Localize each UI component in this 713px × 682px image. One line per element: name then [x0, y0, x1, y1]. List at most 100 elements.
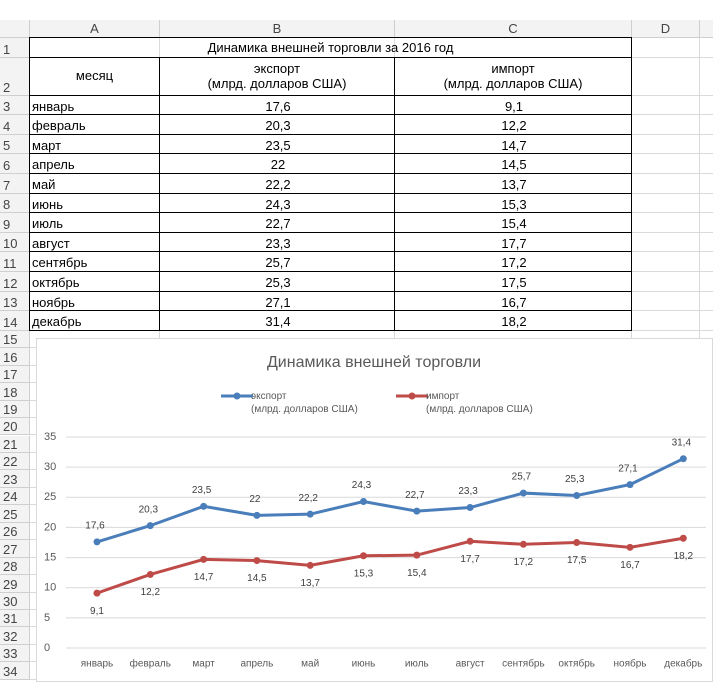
marker [93, 538, 101, 546]
x-tick-label: декабрь [664, 658, 702, 670]
table-cell: июнь [29, 192, 160, 214]
table-cell: октябрь [29, 271, 160, 292]
y-tick-label: 0 [44, 642, 50, 654]
data-label: 17,7 [460, 554, 480, 565]
table-cell: 9,1 [394, 94, 632, 116]
row-header: 13 [0, 291, 30, 312]
y-tick-label: 5 [44, 612, 50, 624]
marker [519, 489, 527, 497]
data-label: 31,4 [672, 437, 692, 448]
cell [700, 233, 713, 253]
cell [632, 311, 700, 331]
marker [306, 510, 314, 518]
y-tick-label: 35 [44, 431, 56, 443]
chart-area [36, 338, 713, 682]
y-tick-label: 25 [44, 491, 56, 503]
chart-title: Динамика внешней торговли [267, 354, 481, 371]
line [96, 457, 684, 544]
cell [632, 134, 700, 155]
row-header: 17 [0, 365, 30, 384]
x-tick-label: ноябрь [614, 658, 647, 670]
legend-label: экспорт (млрд. долларов США) [251, 391, 358, 415]
table-cell: сентябрь [29, 251, 160, 272]
legend-label: импорт (млрд. долларов США) [426, 391, 533, 415]
y-tick-label: 20 [44, 521, 56, 533]
table-cell: 25,3 [159, 271, 395, 292]
marker [626, 481, 634, 489]
row-header: 4 [0, 115, 30, 135]
row-header: 3 [0, 95, 30, 116]
y-tick-label: 15 [44, 551, 56, 563]
cell [700, 96, 713, 116]
cell [700, 213, 713, 233]
cell [632, 232, 700, 253]
table-cell: 13,7 [394, 173, 632, 194]
cell [700, 311, 713, 331]
table-cell: 15,4 [394, 212, 632, 233]
table-cell: январь [29, 94, 160, 116]
marker [360, 498, 367, 506]
table-cell: 12,2 [394, 114, 632, 135]
column-header: A [30, 20, 160, 38]
table-cell: ноябрь [29, 290, 160, 312]
x-tick-label: март [192, 659, 215, 670]
cell [700, 194, 713, 214]
data-label: 18,2 [674, 551, 694, 562]
data-label: 17,2 [514, 557, 534, 568]
marker [679, 455, 687, 463]
row-header: 19 [0, 400, 30, 419]
cell [632, 252, 700, 272]
data-label: 12,2 [141, 587, 161, 598]
table-cell: 24,3 [159, 192, 395, 214]
data-label: 22 [249, 494, 261, 505]
table-cell: 17,6 [159, 94, 395, 116]
data-label: 17,5 [567, 555, 587, 566]
marker [200, 555, 208, 563]
cell [700, 174, 713, 194]
cell [700, 58, 713, 96]
column-header: C [395, 20, 632, 38]
row-header: 7 [0, 174, 30, 194]
marker [253, 511, 261, 519]
table-header: месяц [29, 56, 160, 96]
cell [632, 272, 700, 292]
marker [200, 502, 208, 510]
table-title: Динамика внешней торговли за 2016 год [29, 37, 632, 58]
data-label: 22,7 [405, 490, 425, 501]
row-header: 5 [0, 134, 30, 155]
data-label: 25,7 [512, 472, 532, 483]
row-header: 31 [0, 610, 30, 628]
marker [93, 589, 101, 597]
column-header: D [632, 20, 700, 38]
table-cell: апрель [29, 153, 160, 174]
row-header: 25 [0, 505, 30, 523]
table-cell: 17,5 [394, 271, 632, 292]
marker [413, 507, 421, 515]
table-cell: 18,2 [394, 310, 632, 331]
table-cell: май [29, 173, 160, 194]
cell [700, 272, 713, 292]
data-label: 15,4 [407, 568, 427, 579]
table-cell: 15,3 [394, 192, 632, 214]
x-tick-label: май [301, 659, 319, 670]
marker [519, 540, 527, 548]
data-label: 16,7 [620, 560, 640, 571]
data-label: 24,3 [352, 480, 372, 491]
marker [253, 557, 261, 565]
table-cell: декабрь [29, 310, 160, 331]
cell [632, 174, 700, 194]
marker [573, 491, 581, 499]
row-header: 6 [0, 154, 30, 174]
x-tick-label: октябрь [558, 658, 595, 670]
data-label: 23,3 [458, 486, 478, 497]
marker [146, 570, 154, 578]
row-header: 8 [0, 193, 30, 214]
data-label: 14,5 [247, 573, 267, 584]
x-tick-label: февраль [130, 658, 171, 670]
x-tick-label: сентябрь [502, 658, 545, 670]
marker [626, 543, 634, 551]
data-label: 13,7 [300, 578, 320, 589]
row-header: 32 [0, 627, 30, 645]
table-cell: 14,5 [394, 153, 632, 174]
row-header: 9 [0, 213, 30, 233]
